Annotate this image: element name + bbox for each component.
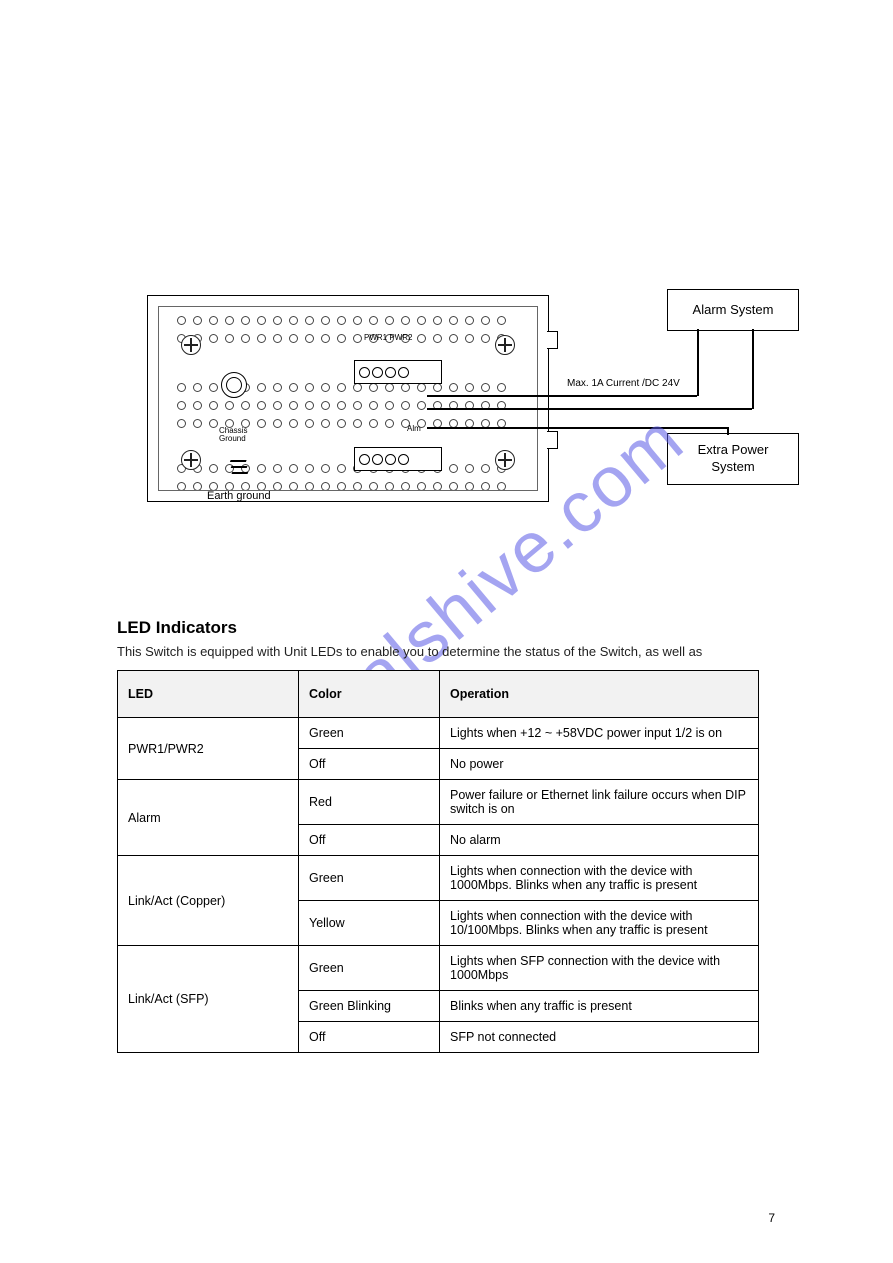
screw-icon xyxy=(181,450,201,470)
extra-power-system-box: Extra Power System xyxy=(667,433,799,485)
operation-cell: Lights when +12 ~ +58VDC power input 1/2… xyxy=(440,718,759,749)
screw-icon xyxy=(495,335,515,355)
color-cell: Yellow xyxy=(299,901,440,946)
power-terminal-block xyxy=(354,360,442,384)
screw-icon xyxy=(495,450,515,470)
operation-cell: Lights when connection with the device w… xyxy=(440,901,759,946)
color-cell: Off xyxy=(299,825,440,856)
color-cell: Green Blinking xyxy=(299,991,440,1022)
wire xyxy=(727,427,729,435)
alarm-terminal-block xyxy=(354,447,442,471)
alarm-system-box: Alarm System xyxy=(667,289,799,331)
wire xyxy=(427,408,752,410)
operation-cell: Blinks when any traffic is present xyxy=(440,991,759,1022)
pwr-terminal-label: PWR1 PWR2 xyxy=(364,333,412,342)
alarm-system-label: Alarm System xyxy=(693,302,774,319)
section-description: This Switch is equipped with Unit LEDs t… xyxy=(117,644,702,659)
wire xyxy=(427,427,727,429)
color-cell: Off xyxy=(299,749,440,780)
table-header: Operation xyxy=(440,671,759,718)
table-row: PWR1/PWR2 Green Lights when +12 ~ +58VDC… xyxy=(118,718,759,749)
screw-icon xyxy=(181,335,201,355)
led-name-cell: Alarm xyxy=(118,780,299,856)
led-name-cell: Link/Act (Copper) xyxy=(118,856,299,946)
color-cell: Green xyxy=(299,946,440,991)
operation-cell: Lights when connection with the device w… xyxy=(440,856,759,901)
extra-power-label: Extra Power System xyxy=(698,442,769,476)
wire xyxy=(697,329,699,396)
operation-cell: SFP not connected xyxy=(440,1022,759,1053)
table-header: Color xyxy=(299,671,440,718)
chassis-ground-label: Chassis Ground xyxy=(219,427,247,443)
switch-device-top-view: Chassis Ground PWR1 PWR2 Alm xyxy=(147,295,549,502)
operation-cell: No power xyxy=(440,749,759,780)
table-row: Link/Act (Copper) Green Lights when conn… xyxy=(118,856,759,901)
color-cell: Off xyxy=(299,1022,440,1053)
table-header-row: LED Color Operation xyxy=(118,671,759,718)
led-name-cell: PWR1/PWR2 xyxy=(118,718,299,780)
operation-cell: Power failure or Ethernet link failure o… xyxy=(440,780,759,825)
vent-holes xyxy=(159,307,537,490)
ground-screw-icon xyxy=(221,372,247,398)
led-indicators-table: LED Color Operation PWR1/PWR2 Green Ligh… xyxy=(117,670,759,1053)
max-current-label: Max. 1A Current /DC 24V xyxy=(567,378,680,389)
alarm-terminal-label: Alm xyxy=(407,424,421,433)
color-cell: Green xyxy=(299,718,440,749)
color-cell: Red xyxy=(299,780,440,825)
wiring-diagram: Chassis Ground PWR1 PWR2 Alm xyxy=(147,295,807,525)
page-number: 7 xyxy=(768,1211,775,1225)
table-row: Alarm Red Power failure or Ethernet link… xyxy=(118,780,759,825)
table-header: LED xyxy=(118,671,299,718)
ground-symbol-icon xyxy=(229,459,255,484)
wire xyxy=(752,329,754,409)
section-heading: LED Indicators xyxy=(117,618,237,638)
mounting-clip-icon xyxy=(547,331,558,349)
wire xyxy=(427,395,697,397)
mounting-clip-icon xyxy=(547,431,558,449)
earth-ground-label: Earth ground xyxy=(207,490,271,502)
operation-cell: No alarm xyxy=(440,825,759,856)
operation-cell: Lights when SFP connection with the devi… xyxy=(440,946,759,991)
table-row: Link/Act (SFP) Green Lights when SFP con… xyxy=(118,946,759,991)
led-name-cell: Link/Act (SFP) xyxy=(118,946,299,1053)
color-cell: Green xyxy=(299,856,440,901)
